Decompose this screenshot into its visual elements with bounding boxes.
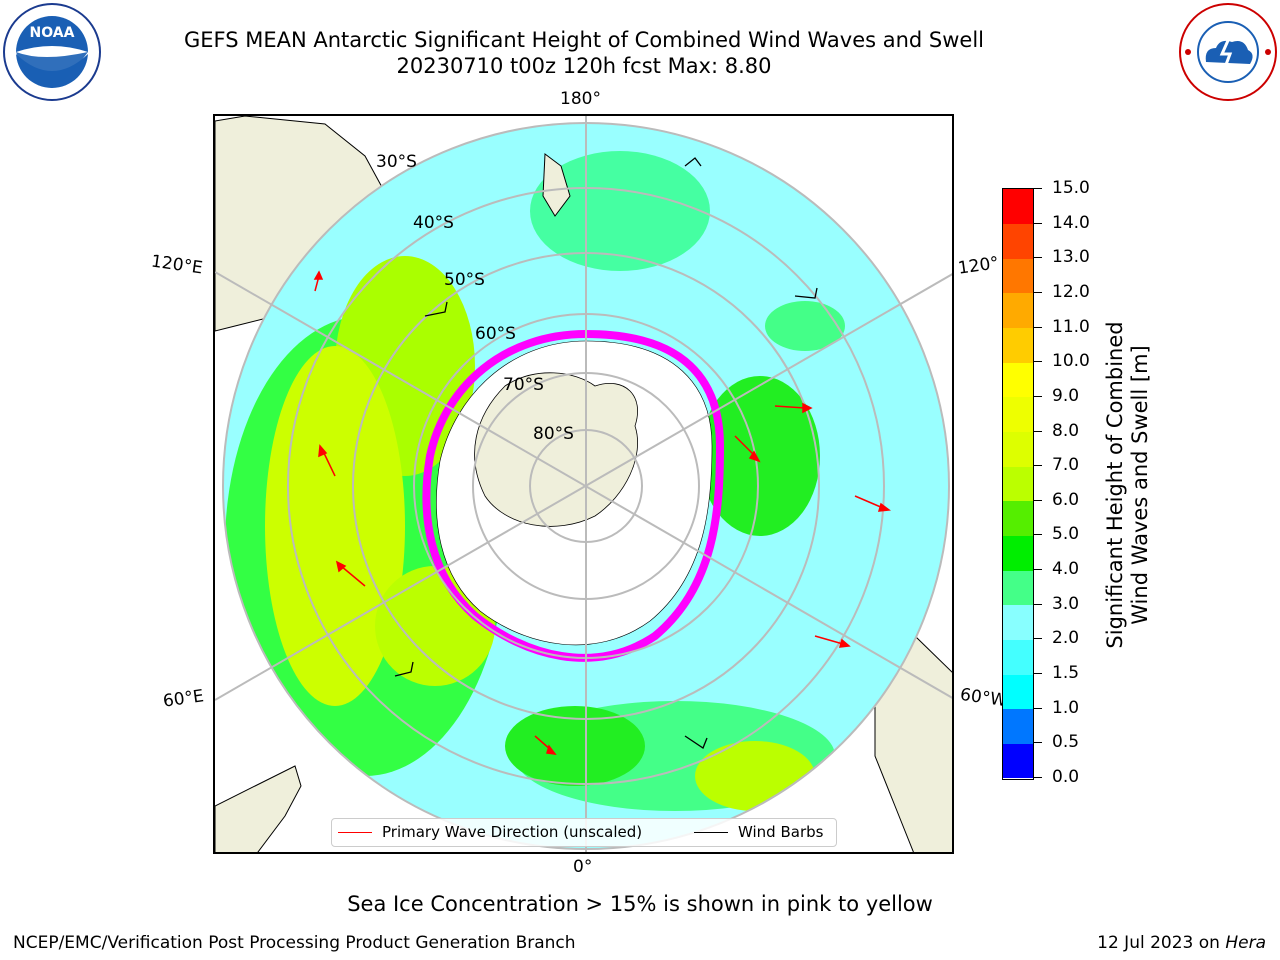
lon-label-180: 180° xyxy=(560,89,601,109)
noaa-logo-icon: NOAA xyxy=(3,3,101,101)
colorbar-segment xyxy=(1003,535,1033,571)
colorbar-tick-label: 4.0 xyxy=(1052,559,1080,580)
colorbar-segment xyxy=(1003,431,1033,467)
land-new-zealand xyxy=(542,153,571,217)
map-legend: Primary Wave Direction (unscaled) Wind B… xyxy=(331,818,837,847)
colorbar-tick xyxy=(1034,326,1042,328)
footer-date-text: 12 Jul 2023 on xyxy=(1097,933,1226,953)
colorbar-tick xyxy=(1034,603,1042,605)
colorbar-tick-label: 9.0 xyxy=(1052,385,1080,406)
sea-ice-note: Sea Ice Concentration > 15% is shown in … xyxy=(347,892,933,916)
colorbar-tick-label: 3.0 xyxy=(1052,593,1080,614)
colorbar-tick xyxy=(1034,465,1042,467)
lat-label-30s: 30°S xyxy=(376,152,417,172)
wave-direction-swatch xyxy=(338,831,372,833)
colorbar-tick-label: 2.0 xyxy=(1052,628,1080,649)
colorbar-segment xyxy=(1003,327,1033,363)
footer-credit: NCEP/EMC/Verification Post Processing Pr… xyxy=(13,933,576,953)
colorbar-tick xyxy=(1034,638,1042,640)
colorbar-segment xyxy=(1003,223,1033,259)
colorbar-segment xyxy=(1003,674,1033,710)
colorbar-tick-label: 1.0 xyxy=(1052,697,1080,718)
lon-label-120e: 120°E xyxy=(149,251,204,279)
colorbar-tick-label: 5.0 xyxy=(1052,524,1080,545)
lon-label-60w: 60°W xyxy=(958,684,1009,712)
colorbar-segment xyxy=(1003,500,1033,536)
colorbar-tick xyxy=(1034,742,1042,744)
colorbar xyxy=(1002,188,1034,780)
colorbar-segment xyxy=(1003,189,1033,225)
footer-host: Hera xyxy=(1225,933,1266,953)
colorbar-tick-label: 15.0 xyxy=(1052,178,1090,198)
nws-logo-icon xyxy=(1179,3,1277,101)
lat-label-60s: 60°S xyxy=(475,324,516,344)
colorbar-tick-label: 12.0 xyxy=(1052,281,1090,302)
legend-item-wave-direction: Primary Wave Direction (unscaled) xyxy=(338,823,642,841)
colorbar-segment xyxy=(1003,396,1033,433)
colorbar-tick-label: 10.0 xyxy=(1052,351,1090,372)
colorbar-tick xyxy=(1034,291,1042,293)
colorbar-segment xyxy=(1003,743,1033,779)
colorbar-segment xyxy=(1003,639,1033,675)
chart-subtitle: 20230710 t00z 120h fcst Max: 8.80 xyxy=(396,54,772,78)
colorbar-segment xyxy=(1003,708,1033,744)
colorbar-tick-label: 13.0 xyxy=(1052,247,1090,268)
map-panel xyxy=(213,114,954,854)
lon-label-120w: 120° xyxy=(956,253,1001,279)
colorbar-segment xyxy=(1003,258,1033,294)
colorbar-tick xyxy=(1034,222,1042,224)
lon-label-60e: 60°E xyxy=(161,686,206,712)
legend-label-wave-direction: Primary Wave Direction (unscaled) xyxy=(382,823,643,841)
chart-title: GEFS MEAN Antarctic Significant Height o… xyxy=(183,28,985,52)
polar-map xyxy=(215,116,952,852)
colorbar-segment xyxy=(1003,466,1033,502)
legend-item-wind-barbs: Wind Barbs xyxy=(694,823,823,841)
colorbar-tick-label: 6.0 xyxy=(1052,489,1080,510)
colorbar-tick xyxy=(1034,673,1042,675)
colorbar-tick-label: 7.0 xyxy=(1052,455,1080,476)
colorbar-segment xyxy=(1003,292,1033,329)
colorbar-segment xyxy=(1003,604,1033,640)
colorbar-tick-label: 0.0 xyxy=(1052,767,1080,787)
colorbar-tick xyxy=(1034,395,1042,397)
legend-label-wind-barbs: Wind Barbs xyxy=(738,823,824,841)
lat-label-50s: 50°S xyxy=(444,270,485,290)
colorbar-tick xyxy=(1034,188,1042,189)
colorbar-tick xyxy=(1034,257,1042,259)
colorbar-tick-label: 1.5 xyxy=(1052,663,1080,684)
colorbar-tick xyxy=(1034,361,1042,363)
lat-label-40s: 40°S xyxy=(413,213,454,233)
colorbar-tick xyxy=(1034,430,1042,432)
colorbar-tick-label: 11.0 xyxy=(1052,316,1090,337)
colorbar-tick-label: 0.5 xyxy=(1052,732,1080,753)
lat-label-70s: 70°S xyxy=(503,375,544,395)
colorbar-tick xyxy=(1034,569,1042,571)
colorbar-tick xyxy=(1034,707,1042,709)
wind-barbs-swatch xyxy=(694,831,728,833)
lon-label-0: 0° xyxy=(573,857,593,877)
lat-label-80s: 80°S xyxy=(533,424,574,444)
colorbar-tick xyxy=(1034,499,1042,501)
colorbar-tick xyxy=(1034,534,1042,536)
colorbar-segment xyxy=(1003,362,1033,398)
footer-date: 12 Jul 2023 on Hera xyxy=(1097,933,1266,953)
colorbar-tick-label: 14.0 xyxy=(1052,212,1090,233)
colorbar-tick-label: 8.0 xyxy=(1052,420,1080,441)
colorbar-segment xyxy=(1003,570,1033,606)
colorbar-tick xyxy=(1034,777,1042,778)
colorbar-title-line1: Significant Height of Combined xyxy=(1103,321,1127,649)
svg-text:NOAA: NOAA xyxy=(30,25,75,41)
colorbar-title-line2: Wind Waves and Swell [m] xyxy=(1128,345,1152,625)
land-africa xyxy=(215,765,302,852)
colorbar-title: Significant Height of Combined Wind Wave… xyxy=(1103,321,1153,648)
